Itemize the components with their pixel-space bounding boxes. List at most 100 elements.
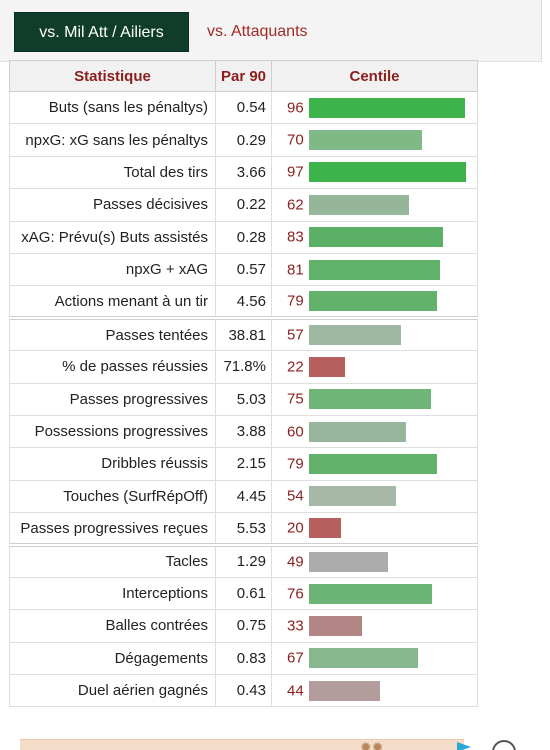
per90-value: 0.57 bbox=[215, 252, 272, 287]
percentile-cell: 57 bbox=[271, 316, 478, 352]
stat-name[interactable]: Interceptions bbox=[9, 576, 216, 611]
stat-name[interactable]: Total des tirs bbox=[9, 155, 216, 190]
percentile-cell: 79 bbox=[271, 447, 478, 481]
percentile-cell: 81 bbox=[271, 252, 478, 287]
percentile-bar bbox=[309, 680, 380, 701]
percentile-bar bbox=[309, 551, 388, 572]
stat-name[interactable]: Dégagements bbox=[9, 641, 216, 676]
percentile-value: 22 bbox=[287, 358, 304, 376]
table-row: Balles contrées 0.75 33 bbox=[9, 609, 478, 643]
stat-name[interactable]: Buts (sans les pénaltys) bbox=[9, 90, 216, 125]
percentile-bar bbox=[309, 518, 341, 539]
percentile-bar bbox=[309, 130, 422, 151]
table-row: Possessions progressives 3.88 60 bbox=[9, 414, 478, 449]
percentile-bar bbox=[309, 356, 345, 377]
percentile-value: 75 bbox=[287, 390, 304, 408]
header-per90[interactable]: Par 90 bbox=[215, 60, 272, 92]
percentile-value: 62 bbox=[287, 196, 304, 214]
ad-info-icon[interactable] bbox=[456, 740, 472, 750]
percentile-value: 20 bbox=[287, 519, 304, 537]
percentile-value: 70 bbox=[287, 131, 304, 149]
percentile-value: 54 bbox=[287, 487, 304, 505]
per90-value: 3.66 bbox=[215, 155, 272, 190]
close-icon[interactable] bbox=[492, 740, 516, 750]
stat-name[interactable]: Touches (SurfRépOff) bbox=[9, 479, 216, 514]
percentile-value: 57 bbox=[287, 326, 304, 344]
percentile-bar bbox=[309, 259, 440, 280]
per90-value: 71.8% bbox=[215, 350, 272, 384]
percentile-value: 67 bbox=[287, 649, 304, 667]
table-row: npxG: xG sans les pénaltys 0.29 70 bbox=[9, 123, 478, 157]
percentile-bar bbox=[309, 97, 465, 118]
stat-name[interactable]: Passes décisives bbox=[9, 188, 216, 222]
percentile-cell: 62 bbox=[271, 188, 478, 222]
percentile-cell: 20 bbox=[271, 512, 478, 546]
percentile-bar bbox=[309, 227, 443, 248]
per90-value: 2.15 bbox=[215, 447, 272, 481]
table-row: Tacles 1.29 49 bbox=[9, 542, 478, 578]
percentile-bar bbox=[309, 194, 409, 215]
stat-name[interactable]: npxG + xAG bbox=[9, 252, 216, 287]
percentile-cell: 76 bbox=[271, 576, 478, 611]
table-row: Passes progressives 5.03 75 bbox=[9, 382, 478, 416]
percentile-value: 76 bbox=[287, 585, 304, 603]
percentile-bar bbox=[309, 162, 466, 183]
header-percentile[interactable]: Centile bbox=[271, 60, 478, 92]
stat-name[interactable]: % de passes réussies bbox=[9, 350, 216, 384]
stat-name[interactable]: Passes progressives bbox=[9, 382, 216, 416]
header-stat[interactable]: Statistique bbox=[9, 60, 216, 92]
percentile-bar bbox=[309, 648, 418, 669]
percentile-cell: 96 bbox=[271, 90, 478, 125]
table-row: Touches (SurfRépOff) 4.45 54 bbox=[9, 479, 478, 514]
tab-attaquants[interactable]: vs. Attaquants bbox=[207, 23, 308, 40]
percentile-cell: 67 bbox=[271, 641, 478, 676]
per90-value: 5.03 bbox=[215, 382, 272, 416]
stat-name[interactable]: Possessions progressives bbox=[9, 414, 216, 449]
table-row: Total des tirs 3.66 97 bbox=[9, 155, 478, 190]
ad-banner[interactable] bbox=[20, 739, 464, 750]
per90-value: 0.54 bbox=[215, 90, 272, 125]
percentile-bar bbox=[309, 453, 437, 474]
tab-mil-att-ailiers[interactable]: vs. Mil Att / Ailiers bbox=[14, 12, 189, 52]
percentile-cell: 22 bbox=[271, 350, 478, 384]
percentile-value: 79 bbox=[287, 292, 304, 310]
percentile-bar bbox=[309, 325, 401, 346]
percentile-value: 44 bbox=[287, 682, 304, 700]
per90-value: 0.22 bbox=[215, 188, 272, 222]
table-row: Passes décisives 0.22 62 bbox=[9, 188, 478, 222]
table-row: Passes tentées 38.81 57 bbox=[9, 316, 478, 352]
stat-name[interactable]: npxG: xG sans les pénaltys bbox=[9, 123, 216, 157]
table-row: Passes progressives reçues 5.53 20 bbox=[9, 512, 478, 546]
stat-name[interactable]: Duel aérien gagnés bbox=[9, 674, 216, 708]
percentile-value: 60 bbox=[287, 423, 304, 441]
stat-name[interactable]: Balles contrées bbox=[9, 609, 216, 643]
percentile-value: 79 bbox=[287, 455, 304, 473]
stat-name[interactable]: Dribbles réussis bbox=[9, 447, 216, 481]
percentile-cell: 79 bbox=[271, 285, 478, 319]
table-row: Dribbles réussis 2.15 79 bbox=[9, 447, 478, 481]
table-row: Duel aérien gagnés 0.43 44 bbox=[9, 674, 478, 708]
stat-name[interactable]: Passes tentées bbox=[9, 316, 216, 352]
percentile-cell: 44 bbox=[271, 674, 478, 708]
per90-value: 0.29 bbox=[215, 123, 272, 157]
per90-value: 4.56 bbox=[215, 285, 272, 319]
table-row: % de passes réussies 71.8% 22 bbox=[9, 350, 478, 384]
stat-name[interactable]: Tacles bbox=[9, 542, 216, 578]
per90-value: 3.88 bbox=[215, 414, 272, 449]
percentile-cell: 54 bbox=[271, 479, 478, 514]
per90-value: 0.61 bbox=[215, 576, 272, 611]
percentile-bar bbox=[309, 486, 396, 507]
percentile-cell: 33 bbox=[271, 609, 478, 643]
stat-name[interactable]: Actions menant à un tir bbox=[9, 285, 216, 319]
stat-name[interactable]: xAG: Prévu(s) Buts assistés bbox=[9, 220, 216, 254]
percentile-value: 96 bbox=[287, 99, 304, 117]
percentile-cell: 83 bbox=[271, 220, 478, 254]
percentile-bar bbox=[309, 421, 406, 442]
percentile-cell: 70 bbox=[271, 123, 478, 157]
per90-value: 0.43 bbox=[215, 674, 272, 708]
stat-name[interactable]: Passes progressives reçues bbox=[9, 512, 216, 546]
per90-value: 0.83 bbox=[215, 641, 272, 676]
table-header-row: Statistique Par 90 Centile bbox=[9, 60, 478, 92]
per90-value: 0.28 bbox=[215, 220, 272, 254]
percentile-cell: 97 bbox=[271, 155, 478, 190]
